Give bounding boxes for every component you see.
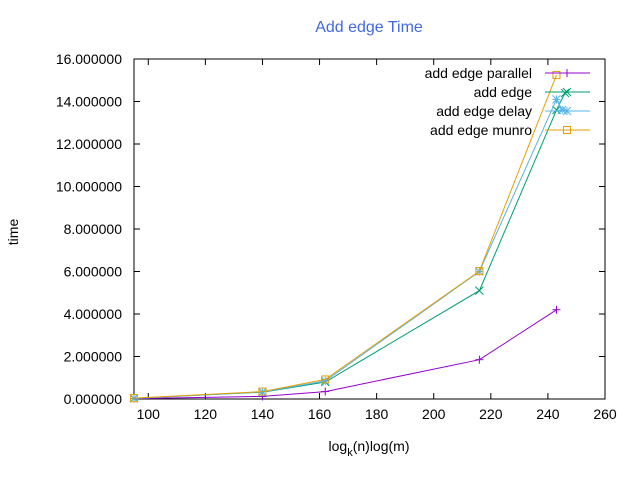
data-point	[320, 376, 330, 386]
data-point	[552, 70, 561, 79]
legend-marker	[563, 69, 571, 77]
data-point	[475, 286, 484, 295]
series-line	[133, 74, 557, 399]
x-axis-title-sub: k	[347, 447, 353, 459]
legend-item: add edge parallel	[425, 65, 590, 81]
legend-item: add edge munro	[430, 122, 590, 138]
x-tick-label: 200	[422, 406, 446, 422]
y-tick-label: 0.000000	[64, 391, 123, 407]
legend-label: add edge munro	[430, 122, 532, 138]
x-tick-label: 120	[194, 406, 218, 422]
data-point	[321, 375, 330, 384]
legend-item: add edge	[474, 84, 590, 100]
y-tick-label: 2.000000	[64, 349, 123, 365]
y-tick-label: 12.000000	[56, 136, 122, 152]
x-axis-title: logk(n)log(m)	[329, 438, 410, 459]
ticks: 100 120 140 160 180 200 220 240 260 0.000000 2.000…	[56, 51, 617, 422]
series-line	[133, 92, 566, 399]
series-1	[130, 305, 561, 403]
x-tick-label: 260	[593, 406, 617, 422]
legend-item: add edge delay	[436, 103, 590, 119]
x-axis-title-main: log	[329, 438, 348, 454]
data-point	[321, 387, 330, 396]
data-point	[258, 387, 267, 396]
y-axis-title: time	[5, 219, 21, 246]
series-line	[133, 98, 563, 399]
legend: add edge parallel add edge add edge delay a…	[425, 65, 590, 138]
x-tick-label: 160	[308, 406, 332, 422]
data-point	[475, 267, 484, 276]
y-tick-label: 8.000000	[64, 221, 123, 237]
chart-title: Add edge Time	[315, 19, 423, 36]
x-tick-label: 180	[365, 406, 389, 422]
x-tick-label: 220	[479, 406, 503, 422]
x-tick-label: 240	[536, 406, 560, 422]
data-point	[557, 105, 567, 115]
series-layer	[129, 70, 570, 403]
x-tick-label: 100	[137, 406, 161, 422]
x-axis-title-rest: (n)log(m)	[353, 438, 410, 454]
y-tick-label: 14.000000	[56, 94, 122, 110]
series-3	[129, 95, 567, 403]
x-tick-label: 140	[251, 406, 275, 422]
data-point	[552, 95, 561, 104]
legend-label: add edge delay	[436, 103, 532, 119]
y-tick-label: 16.000000	[56, 51, 122, 67]
legend-marker	[562, 87, 572, 97]
legend-label: add edge	[474, 84, 533, 100]
data-point	[475, 355, 484, 364]
y-tick-label: 6.000000	[64, 264, 123, 280]
data-point	[130, 394, 138, 403]
legend-marker	[562, 106, 572, 116]
series-line	[133, 309, 557, 400]
legend-label: add edge parallel	[425, 65, 532, 81]
y-tick-label: 4.000000	[64, 306, 123, 322]
data-point	[560, 88, 570, 98]
series-4	[130, 70, 561, 403]
y-tick-label: 10.000000	[56, 179, 122, 195]
legend-marker	[563, 126, 571, 134]
data-point	[552, 305, 561, 314]
